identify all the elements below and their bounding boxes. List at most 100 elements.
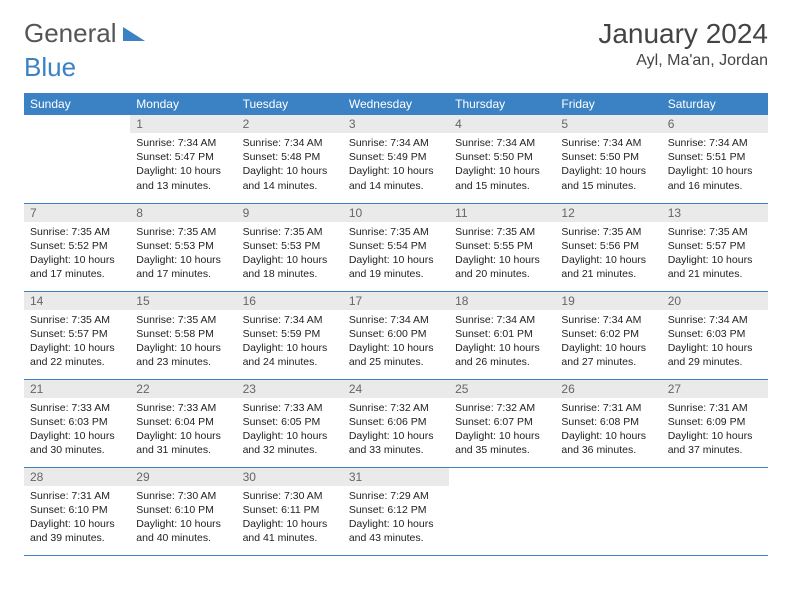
calendar-day-cell: 13Sunrise: 7:35 AMSunset: 5:57 PMDayligh… [662, 203, 768, 291]
weekday-row: SundayMondayTuesdayWednesdayThursdayFrid… [24, 93, 768, 115]
weekday-header: Monday [130, 93, 236, 115]
calendar-day-cell: 9Sunrise: 7:35 AMSunset: 5:53 PMDaylight… [237, 203, 343, 291]
day-number: 12 [555, 204, 661, 222]
logo-triangle-icon [123, 27, 145, 41]
day-number: 29 [130, 468, 236, 486]
calendar-day-cell: 30Sunrise: 7:30 AMSunset: 6:11 PMDayligh… [237, 467, 343, 555]
location: Ayl, Ma'an, Jordan [598, 52, 768, 70]
day-number: 3 [343, 115, 449, 133]
calendar-day-cell: 25Sunrise: 7:32 AMSunset: 6:07 PMDayligh… [449, 379, 555, 467]
day-number: 21 [24, 380, 130, 398]
calendar-day-cell [24, 115, 130, 203]
day-info: Sunrise: 7:35 AMSunset: 5:57 PMDaylight:… [24, 310, 130, 373]
day-number: 15 [130, 292, 236, 310]
calendar-day-cell: 10Sunrise: 7:35 AMSunset: 5:54 PMDayligh… [343, 203, 449, 291]
day-number: 7 [24, 204, 130, 222]
calendar-day-cell: 8Sunrise: 7:35 AMSunset: 5:53 PMDaylight… [130, 203, 236, 291]
day-info: Sunrise: 7:35 AMSunset: 5:52 PMDaylight:… [24, 222, 130, 285]
calendar-day-cell: 3Sunrise: 7:34 AMSunset: 5:49 PMDaylight… [343, 115, 449, 203]
day-number [24, 115, 130, 119]
day-number: 13 [662, 204, 768, 222]
day-number: 27 [662, 380, 768, 398]
day-info: Sunrise: 7:34 AMSunset: 6:00 PMDaylight:… [343, 310, 449, 373]
day-number: 9 [237, 204, 343, 222]
day-number: 17 [343, 292, 449, 310]
day-number [662, 468, 768, 472]
calendar-day-cell [449, 467, 555, 555]
day-info: Sunrise: 7:30 AMSunset: 6:11 PMDaylight:… [237, 486, 343, 549]
calendar-day-cell: 24Sunrise: 7:32 AMSunset: 6:06 PMDayligh… [343, 379, 449, 467]
day-info: Sunrise: 7:30 AMSunset: 6:10 PMDaylight:… [130, 486, 236, 549]
logo-text-2: Blue [24, 52, 76, 83]
calendar-day-cell: 31Sunrise: 7:29 AMSunset: 6:12 PMDayligh… [343, 467, 449, 555]
day-info: Sunrise: 7:35 AMSunset: 5:56 PMDaylight:… [555, 222, 661, 285]
calendar-day-cell: 27Sunrise: 7:31 AMSunset: 6:09 PMDayligh… [662, 379, 768, 467]
calendar-day-cell: 14Sunrise: 7:35 AMSunset: 5:57 PMDayligh… [24, 291, 130, 379]
day-number: 23 [237, 380, 343, 398]
day-info: Sunrise: 7:34 AMSunset: 5:51 PMDaylight:… [662, 133, 768, 196]
day-info: Sunrise: 7:34 AMSunset: 5:48 PMDaylight:… [237, 133, 343, 196]
calendar-day-cell: 2Sunrise: 7:34 AMSunset: 5:48 PMDaylight… [237, 115, 343, 203]
calendar-day-cell: 20Sunrise: 7:34 AMSunset: 6:03 PMDayligh… [662, 291, 768, 379]
day-info: Sunrise: 7:34 AMSunset: 5:50 PMDaylight:… [449, 133, 555, 196]
day-info: Sunrise: 7:31 AMSunset: 6:08 PMDaylight:… [555, 398, 661, 461]
calendar-day-cell: 12Sunrise: 7:35 AMSunset: 5:56 PMDayligh… [555, 203, 661, 291]
calendar-day-cell: 21Sunrise: 7:33 AMSunset: 6:03 PMDayligh… [24, 379, 130, 467]
calendar-day-cell [555, 467, 661, 555]
day-number: 14 [24, 292, 130, 310]
month-title: January 2024 [598, 18, 768, 50]
day-info: Sunrise: 7:35 AMSunset: 5:53 PMDaylight:… [237, 222, 343, 285]
day-number: 16 [237, 292, 343, 310]
day-number: 6 [662, 115, 768, 133]
calendar-day-cell: 29Sunrise: 7:30 AMSunset: 6:10 PMDayligh… [130, 467, 236, 555]
logo: General [24, 18, 145, 49]
calendar-head: SundayMondayTuesdayWednesdayThursdayFrid… [24, 93, 768, 115]
day-number: 4 [449, 115, 555, 133]
calendar-week-row: 21Sunrise: 7:33 AMSunset: 6:03 PMDayligh… [24, 379, 768, 467]
day-info: Sunrise: 7:34 AMSunset: 6:03 PMDaylight:… [662, 310, 768, 373]
calendar-day-cell: 23Sunrise: 7:33 AMSunset: 6:05 PMDayligh… [237, 379, 343, 467]
day-info: Sunrise: 7:33 AMSunset: 6:03 PMDaylight:… [24, 398, 130, 461]
day-info: Sunrise: 7:35 AMSunset: 5:58 PMDaylight:… [130, 310, 236, 373]
day-info: Sunrise: 7:34 AMSunset: 5:49 PMDaylight:… [343, 133, 449, 196]
calendar-body: 1Sunrise: 7:34 AMSunset: 5:47 PMDaylight… [24, 115, 768, 555]
calendar-day-cell: 26Sunrise: 7:31 AMSunset: 6:08 PMDayligh… [555, 379, 661, 467]
calendar-day-cell: 11Sunrise: 7:35 AMSunset: 5:55 PMDayligh… [449, 203, 555, 291]
day-info: Sunrise: 7:35 AMSunset: 5:54 PMDaylight:… [343, 222, 449, 285]
day-info: Sunrise: 7:35 AMSunset: 5:57 PMDaylight:… [662, 222, 768, 285]
weekday-header: Thursday [449, 93, 555, 115]
day-info: Sunrise: 7:35 AMSunset: 5:55 PMDaylight:… [449, 222, 555, 285]
day-number: 30 [237, 468, 343, 486]
day-number: 25 [449, 380, 555, 398]
day-number: 2 [237, 115, 343, 133]
day-info: Sunrise: 7:34 AMSunset: 5:50 PMDaylight:… [555, 133, 661, 196]
logo-text-1: General [24, 18, 117, 49]
day-number [555, 468, 661, 472]
day-number: 11 [449, 204, 555, 222]
calendar-day-cell: 15Sunrise: 7:35 AMSunset: 5:58 PMDayligh… [130, 291, 236, 379]
day-number: 10 [343, 204, 449, 222]
calendar-week-row: 14Sunrise: 7:35 AMSunset: 5:57 PMDayligh… [24, 291, 768, 379]
day-info: Sunrise: 7:34 AMSunset: 6:01 PMDaylight:… [449, 310, 555, 373]
day-info: Sunrise: 7:31 AMSunset: 6:09 PMDaylight:… [662, 398, 768, 461]
calendar-day-cell: 1Sunrise: 7:34 AMSunset: 5:47 PMDaylight… [130, 115, 236, 203]
day-info: Sunrise: 7:35 AMSunset: 5:53 PMDaylight:… [130, 222, 236, 285]
weekday-header: Wednesday [343, 93, 449, 115]
calendar-table: SundayMondayTuesdayWednesdayThursdayFrid… [24, 93, 768, 556]
day-number: 8 [130, 204, 236, 222]
calendar-week-row: 1Sunrise: 7:34 AMSunset: 5:47 PMDaylight… [24, 115, 768, 203]
day-number: 20 [662, 292, 768, 310]
day-number: 18 [449, 292, 555, 310]
day-info: Sunrise: 7:34 AMSunset: 5:47 PMDaylight:… [130, 133, 236, 196]
day-info: Sunrise: 7:31 AMSunset: 6:10 PMDaylight:… [24, 486, 130, 549]
calendar-day-cell: 28Sunrise: 7:31 AMSunset: 6:10 PMDayligh… [24, 467, 130, 555]
calendar-week-row: 7Sunrise: 7:35 AMSunset: 5:52 PMDaylight… [24, 203, 768, 291]
day-number: 24 [343, 380, 449, 398]
calendar-day-cell: 5Sunrise: 7:34 AMSunset: 5:50 PMDaylight… [555, 115, 661, 203]
day-number: 22 [130, 380, 236, 398]
day-number: 1 [130, 115, 236, 133]
calendar-day-cell: 17Sunrise: 7:34 AMSunset: 6:00 PMDayligh… [343, 291, 449, 379]
calendar-day-cell: 7Sunrise: 7:35 AMSunset: 5:52 PMDaylight… [24, 203, 130, 291]
day-number: 28 [24, 468, 130, 486]
day-info: Sunrise: 7:33 AMSunset: 6:05 PMDaylight:… [237, 398, 343, 461]
